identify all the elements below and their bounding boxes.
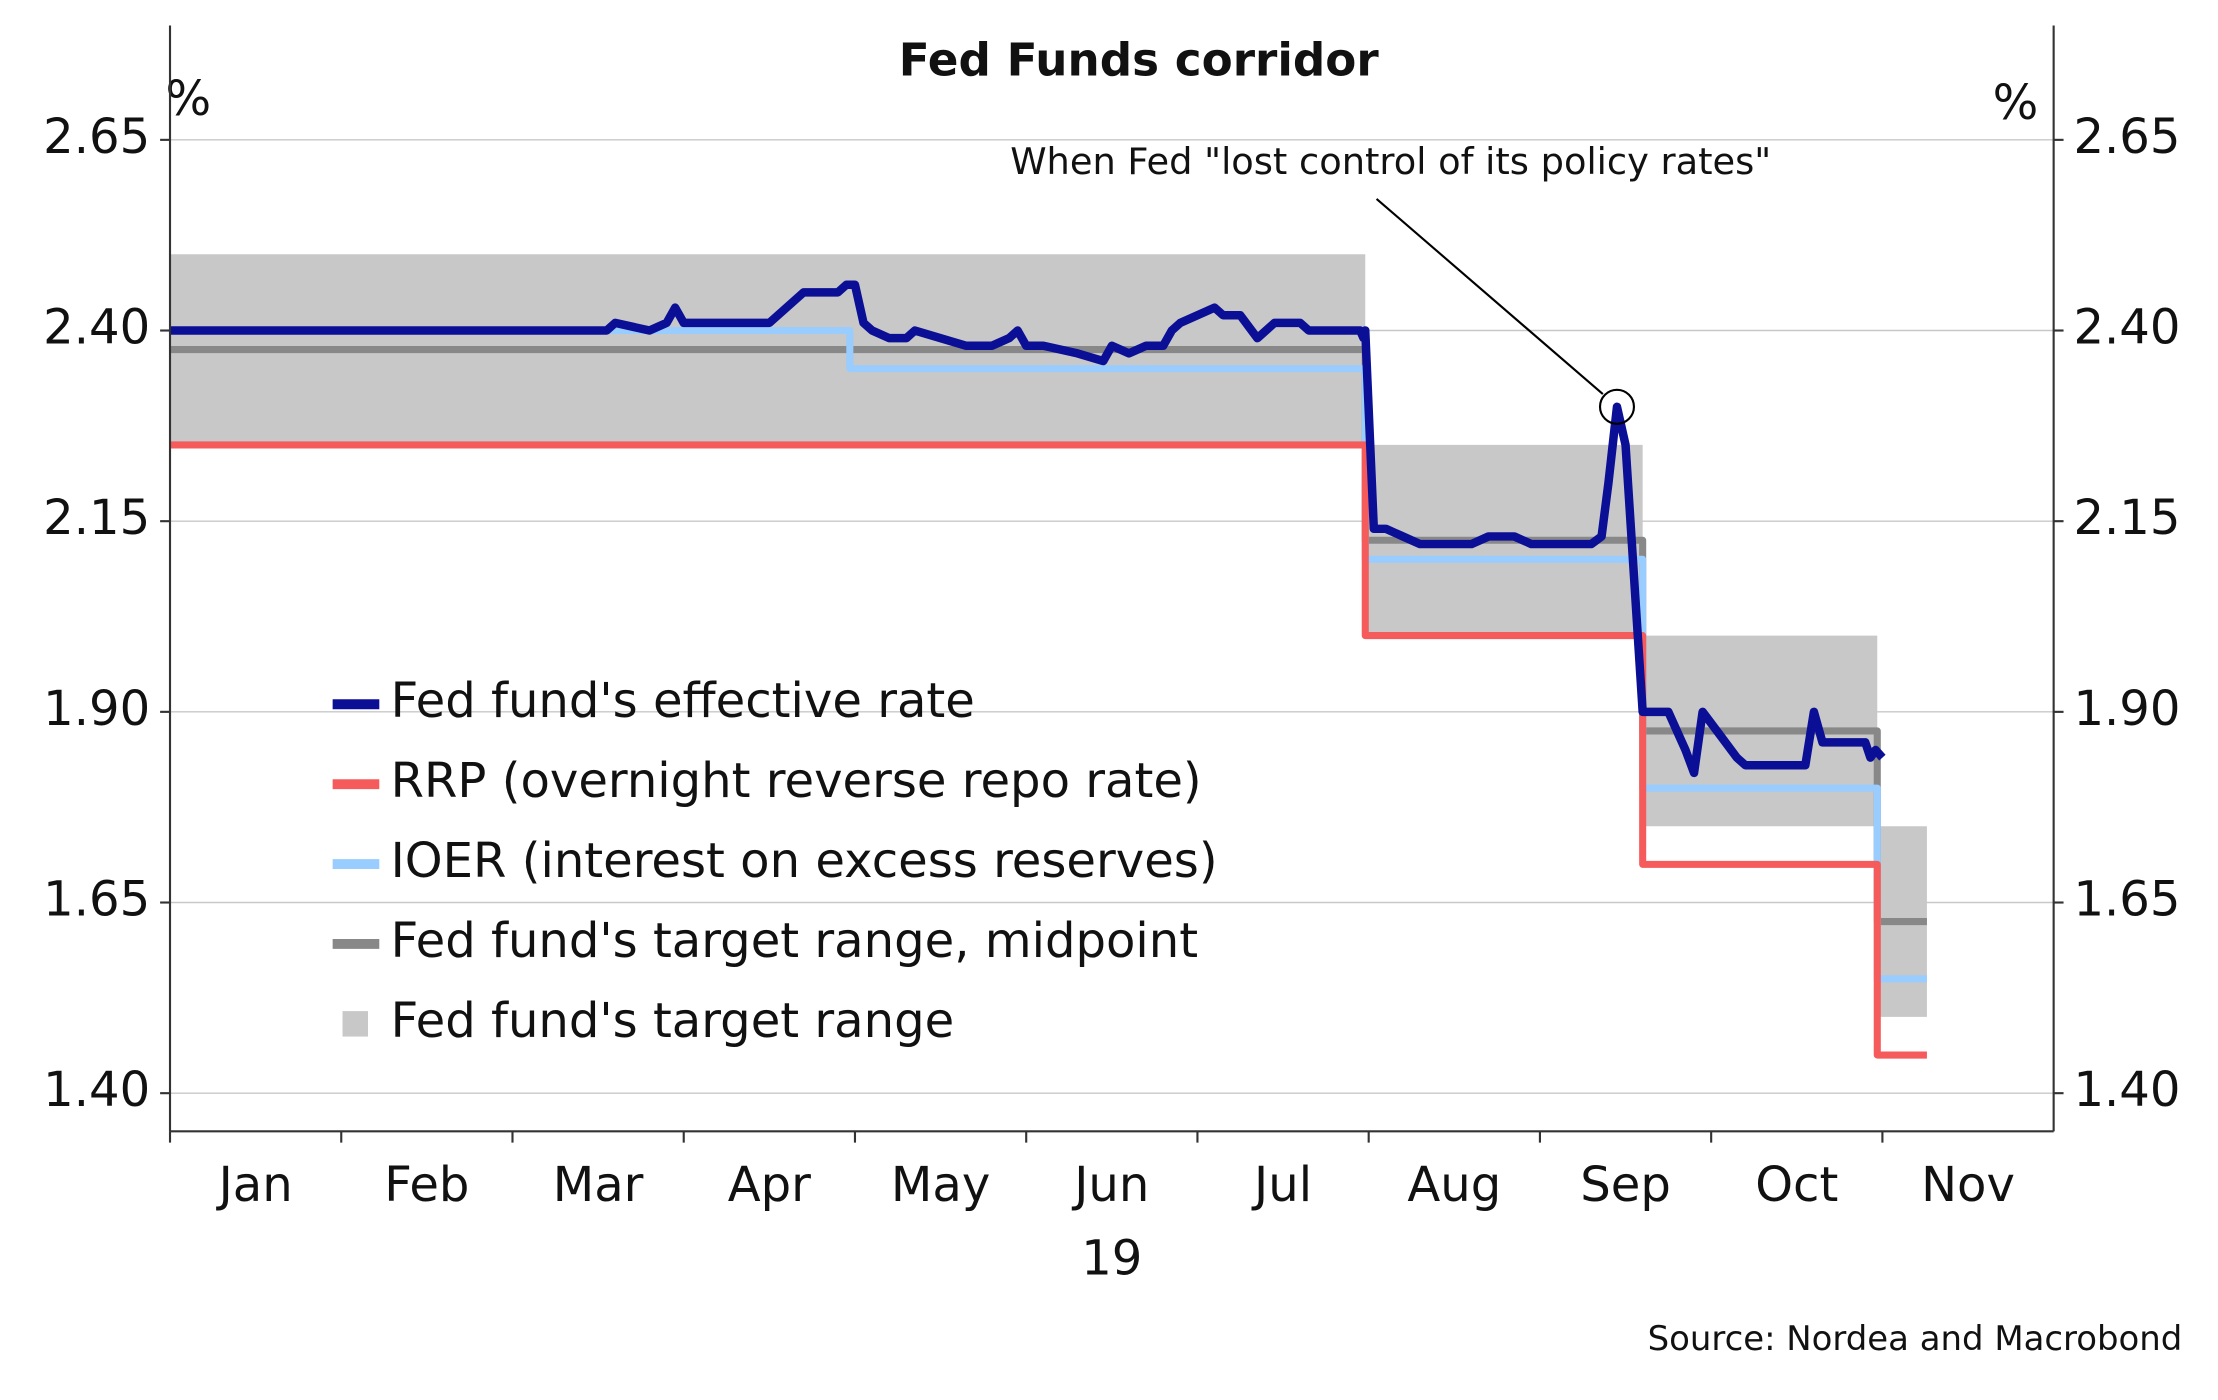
x-tick-label: Jan <box>216 1157 293 1213</box>
y-tick-label: 2.65 <box>43 109 150 165</box>
x-tick-label: Apr <box>728 1157 811 1213</box>
x-tick-label: Sep <box>1580 1157 1671 1213</box>
legend-swatch <box>342 1011 368 1037</box>
y2-tick-label: 1.65 <box>2073 872 2180 928</box>
y2-tick-label: 1.90 <box>2073 681 2180 737</box>
y-tick-label: 1.90 <box>43 681 150 737</box>
x-tick-label: May <box>891 1157 990 1213</box>
annotation-line <box>1375 198 1604 395</box>
legend-label: Fed fund's target range <box>391 993 955 1049</box>
annotation-text: When Fed "lost control of its policy rat… <box>1010 140 1771 183</box>
legend-label: RRP (overnight reverse repo rate) <box>391 753 1202 809</box>
x-tick-label: Jul <box>1251 1157 1312 1213</box>
y-tick-label: 2.15 <box>43 490 150 546</box>
y-unit: % <box>166 71 212 127</box>
x-tick-label: Mar <box>553 1157 644 1213</box>
y-tick-label: 1.65 <box>43 872 150 928</box>
x-tick-label: Aug <box>1407 1157 1501 1213</box>
x-sublabel: 19 <box>1081 1230 1142 1286</box>
legend-label: Fed fund's effective rate <box>391 673 975 729</box>
x-tick-label: Nov <box>1921 1157 2015 1213</box>
x-tick-label: Oct <box>1755 1157 1838 1213</box>
legend-label: IOER (interest on excess reserves) <box>391 833 1218 889</box>
x-tick-label: Jun <box>1071 1157 1149 1213</box>
x-tick-label: Feb <box>384 1157 469 1213</box>
y2-tick-label: 2.65 <box>2073 109 2180 165</box>
y2-tick-label: 2.40 <box>2073 300 2180 356</box>
chart-title: Fed Funds corridor <box>899 34 1380 87</box>
y-tick-label: 1.40 <box>43 1062 150 1118</box>
y2-unit: % <box>1993 75 2039 131</box>
legend-label: Fed fund's target range, midpoint <box>391 913 1198 969</box>
series-line <box>170 280 1886 778</box>
series-line <box>170 441 1927 1059</box>
source: Source: Nordea and Macrobond <box>1648 1320 2183 1359</box>
y2-tick-label: 1.40 <box>2073 1062 2180 1118</box>
y-tick-label: 2.40 <box>43 300 150 356</box>
y2-tick-label: 2.15 <box>2073 490 2180 546</box>
annotation-circle <box>1598 388 1636 425</box>
